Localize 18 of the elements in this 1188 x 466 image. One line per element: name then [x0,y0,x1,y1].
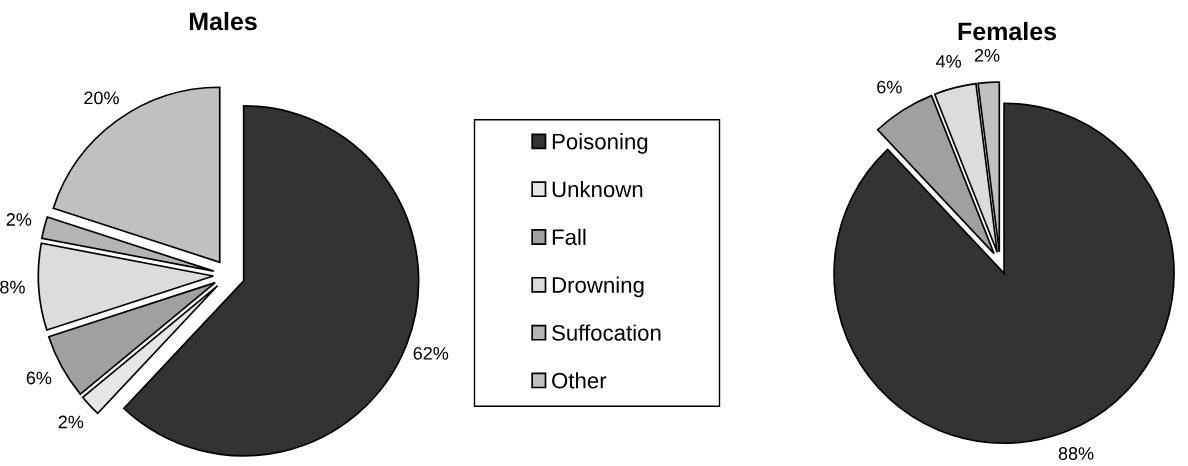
legend-label: Suffocation [552,324,661,341]
legend-label: Other [552,372,607,389]
data-label: 62% [413,346,449,360]
data-label: 2% [58,415,84,429]
chart-title: Females [958,21,1057,41]
legend-label: Unknown [552,180,643,198]
legend-label: Fall [552,228,586,246]
data-label: 20% [84,91,119,105]
legend-label: Drowning [552,276,644,298]
data-label: 4% [936,55,962,68]
data-label: 6% [877,80,902,94]
chart-title: Males [189,11,257,31]
legend-label: Poisoning [552,133,648,154]
data-label: 88% [1058,447,1094,460]
data-label: 2% [974,48,1000,62]
data-label: 8% [0,280,25,294]
data-label: 6% [26,371,52,385]
data-label: 2% [6,213,32,226]
